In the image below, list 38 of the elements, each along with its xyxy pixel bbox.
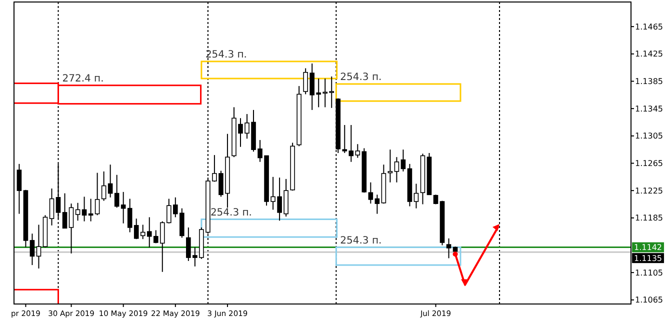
annotation: 254.3 п.: [340, 72, 382, 83]
candlestick: [120, 191, 126, 224]
candlestick: [108, 164, 113, 198]
annotation: 254.3 п.: [205, 49, 247, 60]
candlestick: [88, 198, 94, 222]
candlestick: [30, 233, 35, 266]
candlestick: [16, 163, 22, 214]
annotation: 272.4 п.: [62, 73, 104, 84]
y-tick-label: 1.1345: [635, 104, 663, 114]
candlestick: [68, 203, 74, 254]
candlestick: [62, 192, 68, 229]
candlestick: [75, 202, 80, 222]
ref-line-label: 1.1135: [634, 254, 662, 263]
y-tick-label: 1.1225: [635, 186, 663, 196]
y-tick-label: 1.1385: [635, 77, 663, 86]
annotation: 254.3 п.: [210, 207, 252, 218]
candlestick: [368, 182, 374, 204]
candlestick: [94, 172, 100, 216]
y-tick-label: 1.1185: [635, 214, 663, 223]
annotation: 254.3 п.: [340, 235, 382, 246]
candlestick: [374, 194, 380, 214]
candlestick: [82, 196, 87, 222]
y-tick-label: 1.1425: [635, 50, 663, 59]
candlestick: [114, 174, 120, 208]
y-tick-label: 1.1105: [635, 268, 663, 278]
y-tick-label: 1.1305: [635, 132, 663, 141]
candlestick: [388, 149, 393, 183]
candlestick: [101, 170, 106, 202]
ref-line-label: 1.1142: [634, 243, 662, 252]
candlestick: [446, 238, 452, 259]
candlestick: [400, 149, 406, 172]
candlestick: [394, 156, 400, 183]
y-tick-label: 1.1465: [635, 22, 663, 32]
candlestick: [414, 183, 419, 209]
candlestick: [49, 188, 54, 226]
candlestick: [36, 224, 42, 269]
y-tick-label: 1.1065: [635, 296, 663, 305]
y-tick-label: 1.1265: [635, 159, 663, 168]
